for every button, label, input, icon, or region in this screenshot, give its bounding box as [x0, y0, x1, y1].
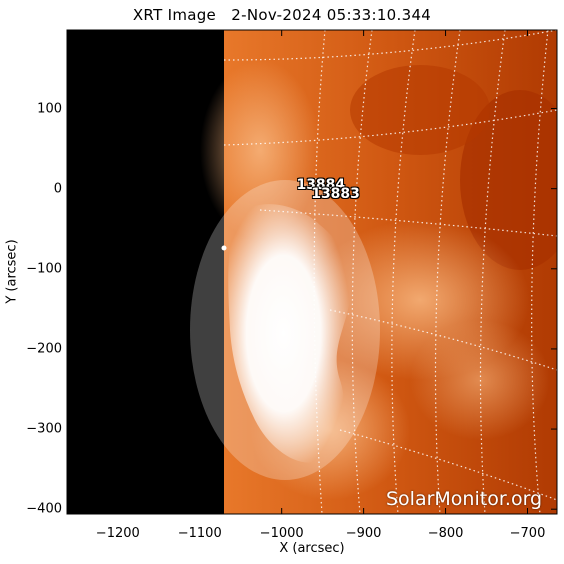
flare-halo	[190, 180, 380, 480]
heliographic-grid	[223, 30, 557, 514]
y-tick-label: 0	[53, 181, 62, 197]
y-axis-ticks	[67, 108, 557, 510]
y-tick-label: −300	[26, 421, 62, 437]
off-disk-region	[67, 30, 224, 514]
loop-glow	[410, 320, 550, 440]
x-tick-label: −1200	[95, 526, 140, 541]
y-tick-label: −200	[26, 341, 62, 357]
flare-core	[228, 204, 352, 463]
limb-marker	[221, 245, 227, 251]
plot-frame	[66, 29, 558, 515]
active-region-label: 13883	[311, 186, 360, 203]
x-tick-label: −800	[427, 526, 464, 541]
dark-region	[350, 65, 490, 155]
x-tick-label: −900	[345, 526, 382, 541]
x-axis-ticks	[117, 30, 529, 514]
active-region-label: 13884	[296, 176, 346, 193]
x-tick-label: −1100	[177, 526, 222, 541]
loop-glow	[200, 60, 320, 240]
chart-title: XRT Image 2-Nov-2024 05:33:10.344	[132, 6, 432, 24]
y-tick-label: 100	[37, 101, 62, 117]
x-tick-label: −1000	[259, 526, 304, 541]
y-tick-label: −400	[26, 501, 62, 517]
y-tick-label: −100	[26, 261, 62, 277]
dark-region	[460, 90, 557, 270]
x-tick-label: −700	[509, 526, 546, 541]
watermark: SolarMonitor.org	[386, 488, 543, 510]
y-axis-label: Y (arcsec)	[4, 239, 20, 304]
x-axis-label: X (arcsec)	[279, 541, 345, 556]
